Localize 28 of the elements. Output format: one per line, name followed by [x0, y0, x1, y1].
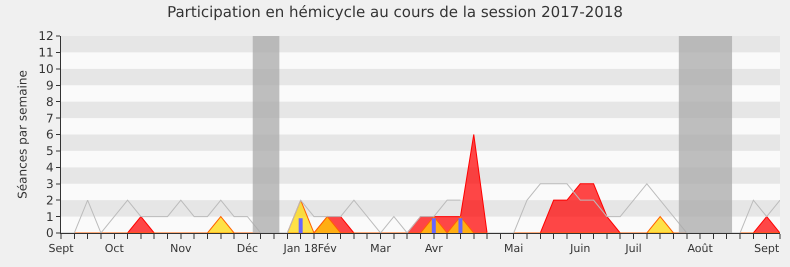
x-tick-label: Sept — [48, 242, 74, 256]
y-tick-label: 9 — [46, 78, 54, 92]
y-tick-label: 4 — [46, 160, 54, 175]
y-tick-label: 6 — [46, 128, 54, 142]
y-tick-label: 12 — [38, 29, 54, 44]
x-tick-label: Oct — [104, 242, 124, 256]
y-tick-label: 5 — [46, 144, 54, 158]
x-tick-label: Juin — [569, 242, 590, 256]
x-tick-label: Avr — [424, 242, 444, 256]
x-tick-label: Nov — [170, 242, 192, 256]
x-tick-label: Mar — [370, 242, 392, 256]
y-tick-label: 0 — [46, 226, 54, 240]
x-tick-label: Août — [687, 242, 714, 256]
y-tick-label: 3 — [46, 176, 54, 191]
y-tick-label: 7 — [46, 111, 54, 126]
x-tick-label: Juil — [624, 242, 642, 256]
y-tick-label: 1 — [46, 210, 54, 224]
y-axis-title: Séances par semaine — [16, 70, 30, 199]
x-tick-label: Sept — [754, 242, 780, 256]
y-tick-label: 2 — [46, 193, 54, 208]
x-tick-label: Jan 18 — [282, 242, 318, 256]
y-tick-label: 8 — [46, 94, 54, 109]
x-tick-label: Fév — [318, 242, 338, 256]
y-tick-label: 11 — [38, 46, 54, 60]
x-tick-label: Mai — [504, 242, 524, 256]
y-tick-label: 10 — [38, 62, 54, 76]
chart-title: Participation en hémicycle au cours de la session 2017-2018 — [167, 3, 623, 22]
x-tick-label: Déc — [236, 242, 258, 256]
